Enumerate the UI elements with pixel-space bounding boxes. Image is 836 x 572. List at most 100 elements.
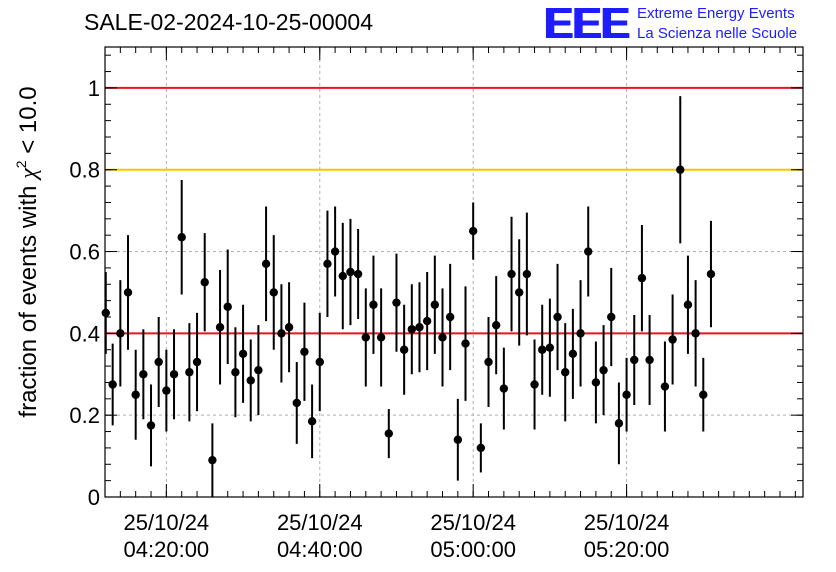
data-point (254, 365, 263, 375)
data-point (530, 380, 539, 389)
data-point (499, 384, 509, 393)
data-point (545, 343, 555, 352)
data-point (461, 339, 470, 348)
y-tick-label: 1 (88, 76, 100, 101)
data-point (476, 443, 486, 453)
data-point (407, 325, 417, 334)
data-point (561, 368, 570, 377)
data-point (269, 288, 278, 297)
eee-logo: EEE Extreme Energy Events La Scienza nel… (544, 2, 834, 46)
data-point (422, 316, 432, 326)
x-tick-label-time: 05:20:00 (584, 537, 670, 562)
data-point (622, 390, 631, 399)
data-point (123, 288, 133, 297)
page-title: SALE-02-2024-10-25-00004 (84, 9, 373, 35)
data-point (415, 323, 424, 332)
data-point (430, 300, 440, 309)
y-axis-label-pre: fraction of events with (15, 179, 42, 418)
x-tick-label-time: 05:00:00 (430, 537, 516, 562)
data-point (146, 421, 156, 430)
data-point (630, 355, 639, 365)
data-point (208, 455, 217, 465)
data-point (139, 370, 148, 379)
data-point (568, 349, 578, 359)
data-point (599, 365, 608, 375)
data-point (108, 380, 117, 389)
data-point (491, 320, 501, 330)
data-point (660, 382, 670, 391)
data-point (284, 323, 294, 332)
data-point (154, 357, 163, 367)
x-tick-label-date: 25/10/24 (430, 510, 516, 535)
data-point (215, 323, 225, 332)
data-point (361, 333, 370, 342)
data-point (538, 345, 547, 354)
data-point (614, 419, 624, 428)
y-axis-label-sym: χ (16, 167, 42, 181)
logo-line-1: Extreme Energy Events (637, 5, 795, 22)
data-point (668, 335, 677, 344)
x-tick-label-date: 25/10/24 (124, 510, 210, 535)
data-point (507, 269, 516, 279)
grid-layer (105, 47, 803, 497)
data-point (576, 329, 585, 338)
data-point (691, 329, 700, 338)
x-tick-label-time: 04:20:00 (124, 537, 210, 562)
data-point (676, 165, 685, 174)
reference-lines (105, 86, 803, 335)
logo-mark: EEE (544, 0, 630, 48)
data-point (116, 329, 125, 338)
data-point (346, 267, 355, 277)
data-point (468, 226, 478, 236)
x-tick-label-date: 25/10/24 (584, 510, 670, 535)
data-point (223, 302, 232, 311)
y-axis-label-post: < 10.0 (15, 86, 42, 160)
data-point (323, 259, 332, 269)
data-point (177, 233, 186, 242)
logo-line-2: La Scienza nelle Scuole (637, 25, 798, 42)
data-point (514, 288, 524, 297)
data-point (553, 312, 562, 322)
data-point (261, 259, 271, 269)
data-point (238, 349, 248, 359)
data-point (706, 269, 716, 279)
data-point (584, 247, 593, 256)
data-point (453, 435, 463, 444)
axes: 00.20.40.60.8125/10/2404:20:0025/10/2404… (69, 47, 803, 562)
data-point (376, 333, 386, 342)
x-tick-label-date: 25/10/24 (277, 510, 363, 535)
data-point (169, 370, 179, 379)
y-axis-label-sup: 2 (13, 160, 29, 168)
data-point (637, 273, 647, 283)
data-point (353, 269, 363, 279)
y-tick-label: 0.4 (69, 321, 100, 346)
plot-frame (104, 46, 804, 498)
data-point (315, 357, 324, 367)
data-point (338, 271, 347, 281)
y-tick-label: 0.8 (69, 158, 100, 183)
y-tick-label: 0.2 (69, 403, 100, 428)
data-point (185, 368, 194, 377)
data-point (591, 378, 601, 387)
data-point (277, 329, 286, 338)
data-point (522, 269, 532, 279)
data-point (307, 417, 317, 426)
data-point (131, 390, 140, 399)
data-point (445, 312, 455, 322)
data-point (162, 386, 171, 395)
data-point (330, 247, 340, 256)
data-point (438, 333, 447, 342)
data-point (607, 312, 616, 322)
data-point (300, 347, 309, 356)
data-point (384, 429, 394, 438)
y-tick-label: 0 (88, 485, 100, 510)
data-point (292, 398, 301, 408)
data-point (101, 308, 110, 318)
data-point (392, 298, 401, 307)
data-point (246, 376, 255, 385)
data-point (192, 357, 202, 367)
y-axis-label: fraction of events with χ2 < 10.0 (13, 86, 42, 417)
y-tick-label: 0.6 (69, 240, 100, 265)
x-tick-label-time: 04:40:00 (277, 537, 363, 562)
